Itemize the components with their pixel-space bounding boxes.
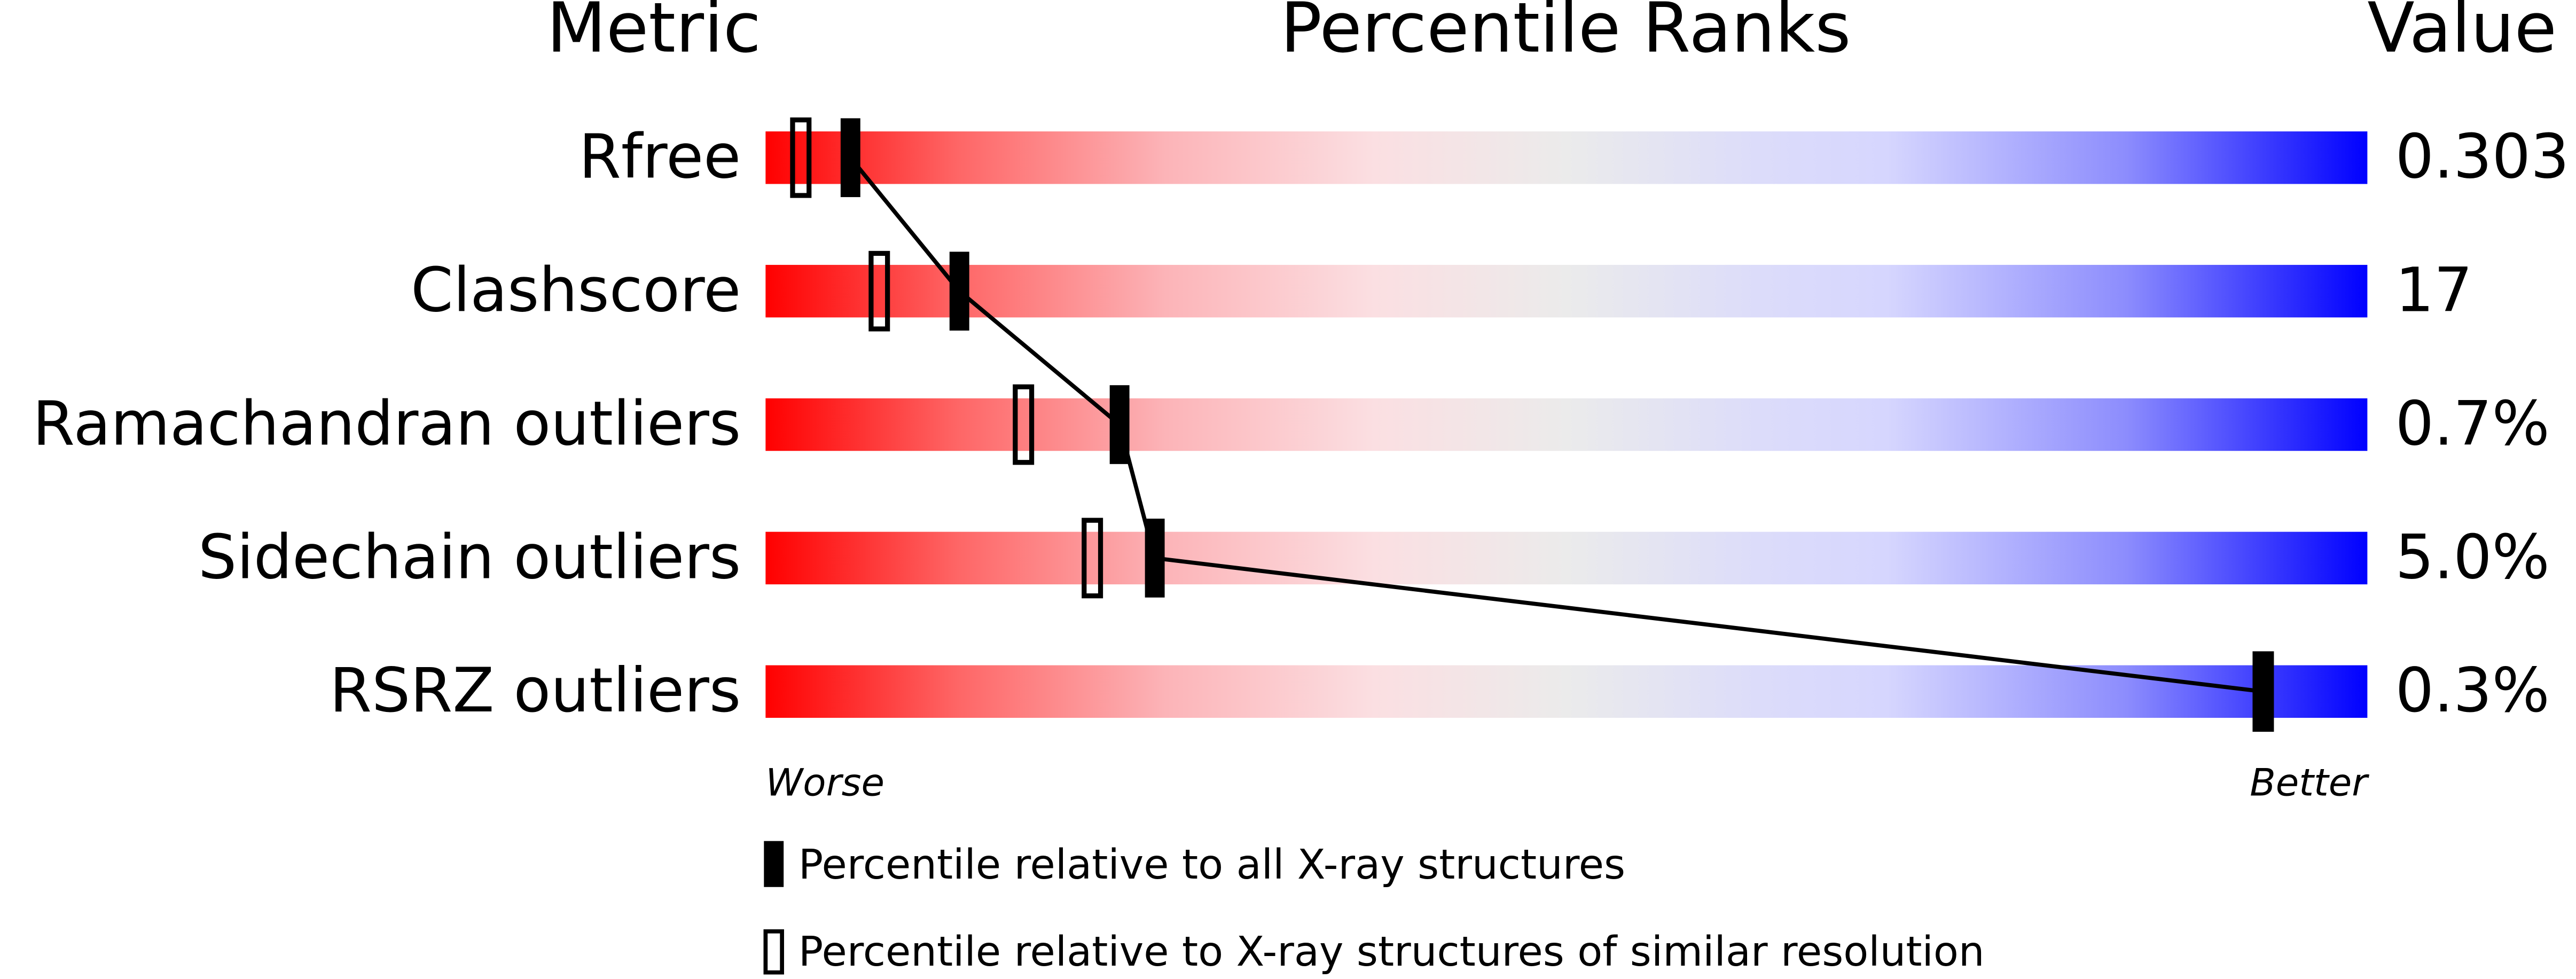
metric-label: Sidechain outliers <box>198 521 741 592</box>
header: Metric <box>546 0 761 68</box>
metric-value: 0.3% <box>2395 655 2550 726</box>
percentile-marker-open <box>868 250 890 332</box>
metric-label: Rfree <box>579 121 741 192</box>
percentile-bar <box>765 665 2368 718</box>
percentile-marker <box>949 252 969 331</box>
metric-label: RSRZ outliers <box>330 655 741 726</box>
percentile-marker-open <box>2252 651 2274 732</box>
legend-swatch <box>764 841 784 887</box>
legend-label: Percentile relative to X-ray structures … <box>798 928 1985 976</box>
percentile-marker <box>1109 385 1130 464</box>
percentile-bar <box>765 398 2368 451</box>
percentile-marker <box>840 118 860 198</box>
percentile-marker-open <box>1013 384 1035 465</box>
axis-label: Better <box>2250 761 2369 805</box>
percentile-bar <box>765 264 2368 318</box>
metric-value: 0.303 <box>2395 121 2570 192</box>
percentile-marker-open <box>1082 518 1103 599</box>
percentile-marker <box>1145 519 1165 598</box>
metric-value: 17 <box>2395 255 2473 326</box>
header: Value <box>2367 0 2557 68</box>
metric-value: 5.0% <box>2395 521 2550 592</box>
percentile-bar <box>765 131 2368 184</box>
metric-label: Ramachandran outliers <box>33 388 741 459</box>
percentile-bar <box>765 531 2368 585</box>
metric-value: 0.7% <box>2395 388 2550 459</box>
axis-label: Worse <box>765 761 884 805</box>
legend-swatch <box>763 929 784 975</box>
legend-label: Percentile relative to all X-ray structu… <box>798 841 1625 889</box>
percentile-marker-open <box>790 117 812 198</box>
header: Percentile Ranks <box>1280 0 1851 68</box>
metric-label: Clashscore <box>411 255 741 326</box>
